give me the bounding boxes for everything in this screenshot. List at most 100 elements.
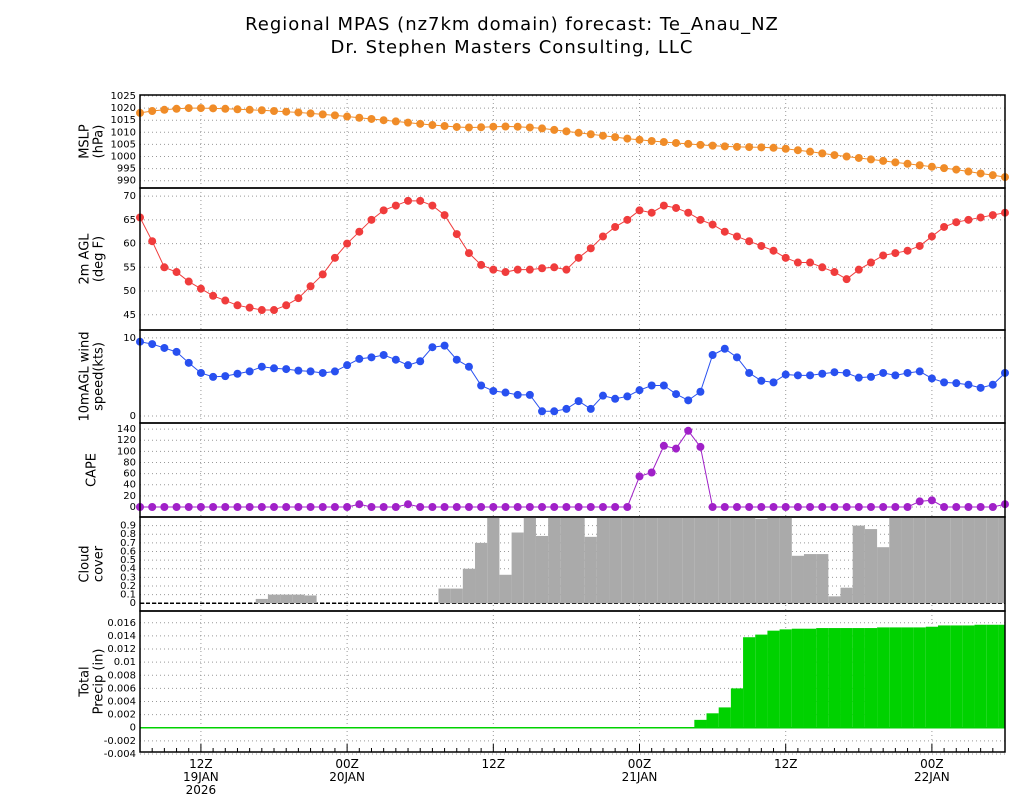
point <box>708 502 717 511</box>
point <box>343 502 352 511</box>
point <box>830 268 839 277</box>
point <box>793 371 802 380</box>
line <box>139 200 1006 311</box>
point <box>745 368 754 377</box>
series <box>136 426 1009 511</box>
point <box>757 502 766 511</box>
point <box>988 211 997 220</box>
point <box>891 249 900 258</box>
point <box>294 108 303 117</box>
point <box>440 211 449 220</box>
x-tick-label: 12Z <box>773 757 798 771</box>
point <box>416 502 425 511</box>
bar <box>657 517 670 604</box>
point <box>854 502 863 511</box>
point <box>343 239 352 248</box>
bar <box>633 517 646 604</box>
point <box>562 502 571 511</box>
point <box>672 444 681 453</box>
point <box>160 343 169 352</box>
point <box>903 502 912 511</box>
point <box>732 502 741 511</box>
point <box>221 502 230 511</box>
point <box>355 354 364 363</box>
point <box>513 390 522 399</box>
point <box>806 258 815 267</box>
y-tick-label: 1000 <box>111 152 136 163</box>
line <box>139 107 1006 178</box>
bar <box>803 554 817 604</box>
chart-title: Regional MPAS (nz7km domain) forecast: T… <box>245 14 779 35</box>
bar <box>584 536 597 604</box>
point <box>647 381 656 390</box>
point <box>452 355 461 364</box>
point <box>611 394 620 403</box>
point <box>160 502 169 511</box>
point <box>550 263 559 272</box>
point <box>927 374 936 383</box>
point <box>525 502 534 511</box>
y-axis-label: 10mAGL wind <box>78 331 93 421</box>
point <box>184 358 193 367</box>
y-tick-label: 1025 <box>111 91 136 102</box>
point <box>854 265 863 274</box>
point <box>440 341 449 350</box>
point <box>355 113 364 122</box>
y-tick-label: 0.7 <box>120 538 136 549</box>
point <box>270 364 279 373</box>
point <box>343 112 352 121</box>
bar <box>840 587 853 604</box>
point <box>282 365 291 374</box>
point <box>196 502 205 511</box>
bar <box>791 555 804 604</box>
point <box>732 232 741 241</box>
x-tick-label: 00Z 22JAN <box>913 757 950 784</box>
point <box>538 502 547 511</box>
point <box>757 143 766 152</box>
point <box>172 268 181 277</box>
point <box>148 237 157 246</box>
point <box>330 502 339 511</box>
bar <box>974 624 987 728</box>
point <box>160 263 169 272</box>
bar <box>998 517 1005 604</box>
point <box>952 165 961 174</box>
y-tick-label: 50 <box>123 286 136 297</box>
point <box>294 366 303 375</box>
point <box>623 502 632 511</box>
bar <box>901 517 914 604</box>
point <box>806 371 815 380</box>
y-tick-label: 0 <box>130 411 136 422</box>
point <box>611 133 620 142</box>
bar <box>962 625 975 728</box>
point <box>282 502 291 511</box>
bar <box>511 532 524 604</box>
point <box>282 301 291 310</box>
bar <box>730 688 744 728</box>
point <box>233 369 242 378</box>
point <box>879 251 888 260</box>
point <box>257 106 266 115</box>
point <box>391 117 400 126</box>
bar <box>694 719 707 728</box>
bar <box>621 517 634 604</box>
bar <box>487 517 500 604</box>
point <box>404 196 413 205</box>
panel-frame <box>139 610 1006 753</box>
point <box>221 372 230 381</box>
point <box>440 122 449 130</box>
point <box>452 502 461 511</box>
point <box>598 131 607 140</box>
point <box>525 390 534 399</box>
x-tick-label: 00Z 20JAN <box>329 757 365 784</box>
point <box>684 396 693 405</box>
point <box>221 296 230 305</box>
point <box>477 260 486 269</box>
y-axis-label: speed(kts) <box>92 342 107 411</box>
point <box>781 502 790 511</box>
point <box>964 215 973 224</box>
y-tick-label: 1005 <box>111 139 136 150</box>
bar <box>852 628 865 728</box>
